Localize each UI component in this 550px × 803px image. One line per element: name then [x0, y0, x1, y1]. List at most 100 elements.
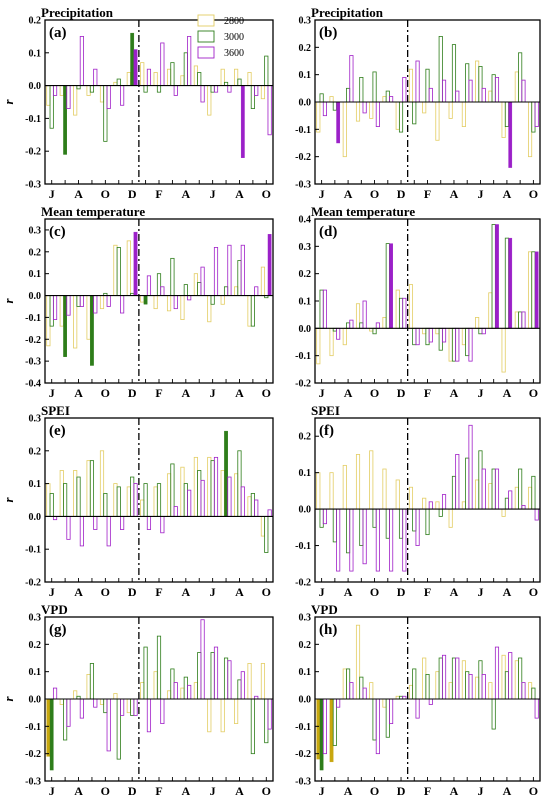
bar-3000-10: [438, 36, 443, 103]
bar-2800-7: [395, 289, 400, 329]
bar-2800-9: [422, 497, 427, 510]
bar-3600-3: [349, 508, 354, 572]
bar-3000-2: [63, 85, 67, 155]
bar-3600-2: [66, 516, 71, 540]
bar-2800-7: [126, 698, 131, 714]
bar-3000-14: [491, 698, 496, 730]
x-tick-label: J: [319, 187, 325, 201]
panel-title: SPEI: [311, 403, 340, 418]
bar-2800-4: [86, 85, 91, 96]
bar-3600-8: [415, 60, 420, 103]
bar-2800-1: [46, 698, 51, 757]
bar-3000-13: [210, 295, 215, 305]
bar-3000-3: [76, 476, 81, 517]
bar-3000-8: [143, 295, 148, 305]
bar-3600-9: [428, 698, 433, 705]
y-tick-label: 0.1: [299, 468, 312, 479]
bar-3000-13: [210, 652, 215, 700]
bar-3000-13: [478, 450, 483, 510]
bar-3000-17: [264, 55, 269, 87]
bar-2800-11: [180, 687, 185, 700]
bar-3600-12: [200, 266, 205, 296]
bar-3600-8: [146, 68, 152, 86]
panel-frame: [314, 218, 541, 384]
x-tick-label: A: [235, 386, 244, 400]
y-tick-label: -0.2: [25, 749, 41, 760]
bar-3600-15: [508, 237, 513, 329]
panel-label: (d): [319, 224, 337, 240]
bar-3600-10: [173, 506, 178, 517]
bar-3600-12: [468, 327, 473, 362]
bar-3600-3: [349, 55, 354, 103]
bar-2800-16: [514, 486, 519, 510]
x-tick-label: O: [370, 585, 379, 599]
bar-3600-7: [133, 698, 138, 716]
bar-3600-13: [481, 327, 486, 335]
bar-3000-7: [398, 297, 404, 329]
bar-3600-6: [120, 85, 125, 106]
panel-e: SPEI (e) r -0.2 -0.1 0.0 0.1 0.2 0.3 J A O D F A J A O: [1, 403, 274, 599]
bar-3600-6: [389, 96, 394, 103]
bar-2800-12: [193, 273, 198, 296]
bar-3600-2: [66, 295, 71, 316]
bar-2800-10: [435, 327, 440, 335]
y-tick-label: 0.3: [299, 16, 312, 27]
bar-2800-16: [514, 660, 519, 700]
x-tick-label: D: [397, 784, 406, 798]
bar-3000-13: [478, 327, 483, 335]
bar-2800-14: [488, 682, 493, 700]
y-tick-label: -0.1: [25, 722, 41, 733]
bar-2800-6: [113, 244, 118, 296]
bar-2800-1: [46, 295, 51, 347]
y-tick-label: 0.1: [29, 48, 42, 59]
bar-3000-11: [183, 52, 188, 86]
x-tick-label: O: [101, 187, 110, 201]
x-tick-label: D: [128, 784, 137, 798]
bar-3000-4: [359, 322, 364, 329]
y-tick-label: -0.2: [295, 152, 311, 163]
bar-3000-5: [103, 698, 108, 714]
x-tick-label: J: [319, 585, 325, 599]
bar-3000-6: [116, 78, 121, 87]
bar-3000-5: [103, 493, 108, 517]
bar-3000-17: [531, 475, 536, 510]
bar-2800-17: [528, 101, 533, 158]
bar-3000-7: [130, 476, 135, 517]
bar-3600-17: [534, 698, 539, 719]
bar-2800-14: [220, 470, 225, 517]
bar-2800-12: [193, 456, 198, 517]
bar-3000-3: [76, 295, 81, 307]
bar-2800-3: [73, 470, 78, 517]
bar-2800-13: [207, 295, 212, 323]
x-tick-label: D: [397, 386, 406, 400]
bar-3000-5: [103, 85, 108, 142]
bar-3000-13: [210, 460, 215, 517]
bar-3000-3: [346, 87, 351, 103]
bar-2800-1: [316, 101, 321, 133]
x-tick-label: D: [397, 585, 406, 599]
bar-3600-4: [362, 300, 367, 329]
bar-2800-11: [180, 466, 185, 517]
x-tick-label: J: [210, 585, 216, 599]
y-tick-label: 0.2: [29, 247, 42, 258]
bar-3600-8: [146, 516, 152, 530]
bar-3000-1: [319, 508, 324, 528]
bar-2800-9: [422, 327, 427, 335]
bar-2800-3: [73, 295, 78, 349]
legend-entry-3000: 3000: [197, 30, 244, 43]
bar-3600-9: [160, 516, 165, 534]
bar-3600-3: [349, 319, 354, 329]
x-tick-label: J: [210, 187, 216, 201]
bar-3600-3: [79, 698, 84, 719]
x-tick-label: O: [529, 386, 538, 400]
bar-3000-10: [438, 327, 443, 351]
bar-3600-10: [441, 79, 447, 103]
bar-3600-8: [415, 698, 420, 719]
bar-3000-7: [398, 101, 404, 133]
bar-2800-14: [488, 483, 493, 510]
bar-2800-11: [180, 295, 185, 320]
bar-2800-10: [435, 671, 440, 700]
bar-3600-7: [133, 483, 138, 517]
bar-3600-11: [187, 684, 192, 700]
legend-entry-2800: 2800: [197, 14, 244, 27]
